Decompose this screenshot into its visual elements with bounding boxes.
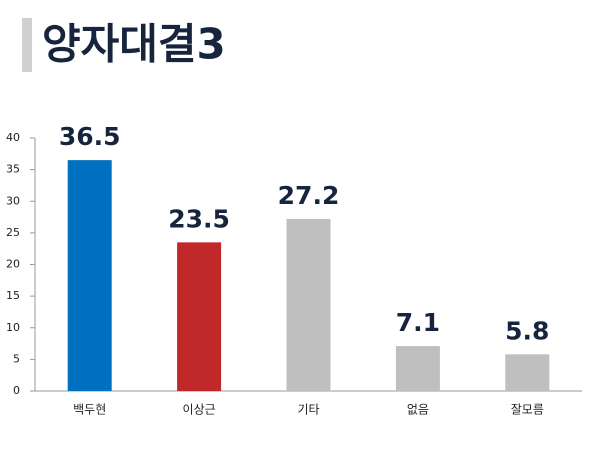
y-tick-label: 10 — [6, 321, 20, 334]
value-label: 27.2 — [278, 181, 340, 210]
y-tick-label: 0 — [13, 384, 20, 397]
title-accent — [22, 18, 32, 72]
x-tick-label: 기타 — [297, 403, 319, 417]
bar — [505, 354, 550, 391]
y-tick-label: 5 — [13, 352, 20, 365]
bar — [286, 218, 331, 391]
y-tick-label: 20 — [6, 258, 20, 271]
bar — [67, 160, 112, 391]
y-tick-label: 15 — [6, 289, 20, 302]
y-tick-label: 30 — [6, 194, 20, 207]
x-tick-label: 백두현 — [73, 403, 106, 417]
x-tick-label: 없음 — [407, 403, 429, 417]
y-tick-label: 25 — [6, 226, 20, 239]
value-label: 7.1 — [396, 308, 440, 337]
bar — [395, 346, 440, 391]
x-tick-label: 잘모름 — [511, 403, 544, 417]
value-label: 36.5 — [59, 122, 121, 151]
value-label: 5.8 — [505, 316, 549, 345]
chart-title: 양자대결3 — [42, 20, 226, 69]
y-tick-label: 40 — [6, 131, 20, 144]
y-tick-label: 35 — [6, 163, 20, 176]
value-label: 23.5 — [168, 204, 230, 233]
x-tick-label: 이상근 — [183, 403, 216, 417]
bar — [177, 242, 222, 391]
